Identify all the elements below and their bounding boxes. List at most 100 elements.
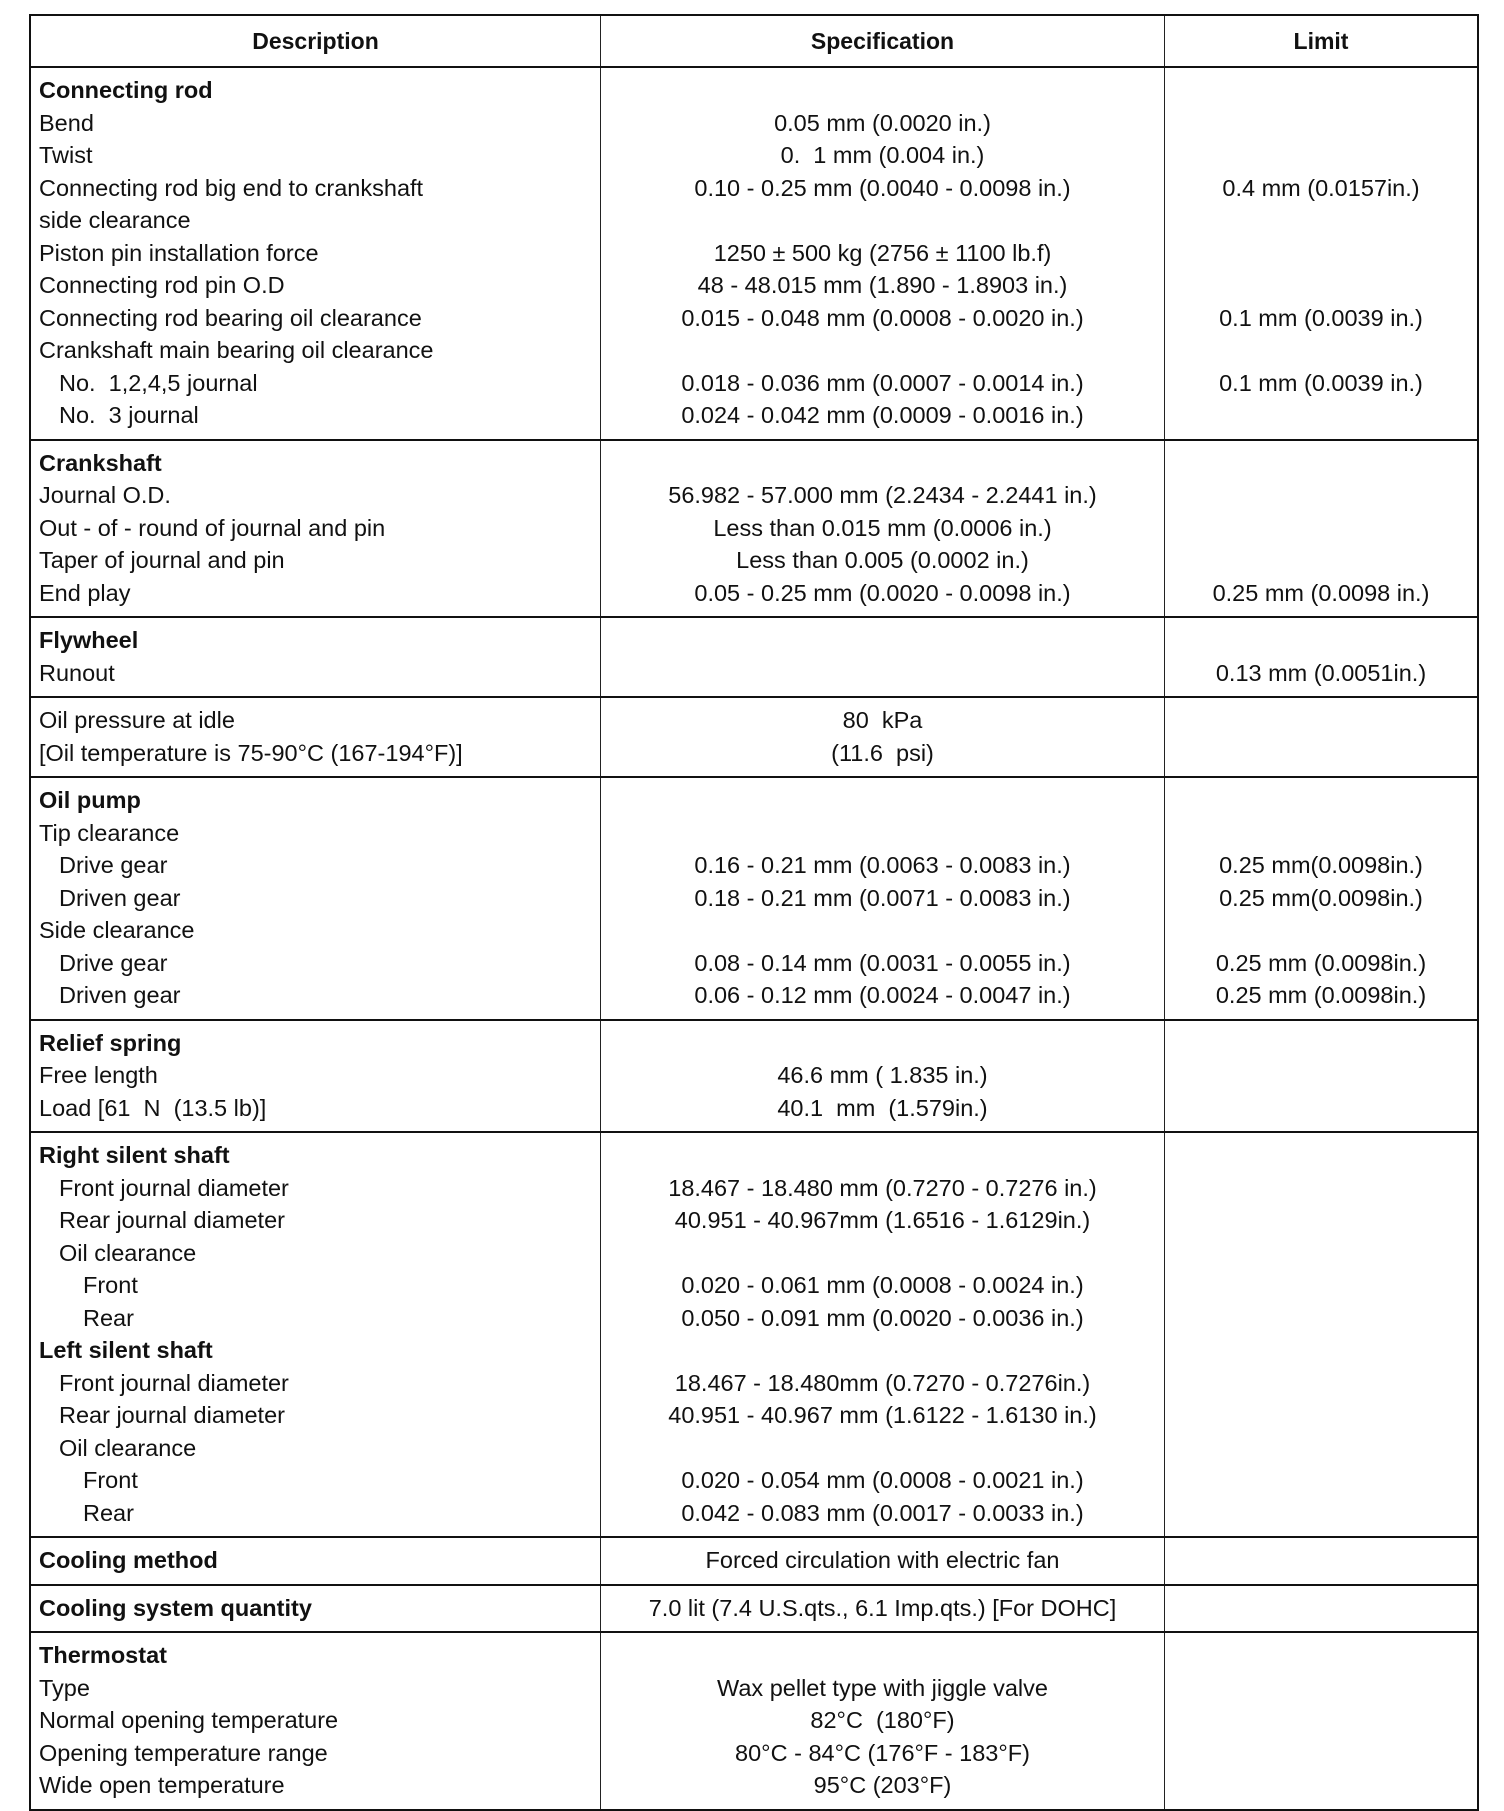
table-section: Relief spring Free length Load [61 N (13.5… [31,1018,1477,1132]
row-description: Cooling system quantity [39,1594,312,1621]
row-specification [601,1334,1164,1367]
limit-column [1165,1538,1477,1584]
row-description: Side clearance [39,917,195,943]
row-description: Thermostat [39,1642,167,1668]
row-specification: 18.467 - 18.480 mm (0.7270 - 0.7276 in.) [668,1174,1097,1201]
row-specification: 0.015 - 0.048 mm (0.0008 - 0.0020 in.) [681,304,1084,331]
row-description: Right silent shaft [39,1142,230,1168]
row-description: Tip clearance [39,819,180,846]
row-limit [1165,74,1477,107]
row-description: No. 1,2,4,5 journal [59,369,258,396]
row-limit [1165,914,1477,947]
row-limit [1165,1367,1477,1400]
row-limit [1165,237,1477,270]
row-specification: 46.6 mm ( 1.835 in.) [777,1062,988,1088]
row-description: Driven gear [59,884,181,911]
description-column: Cooling method [31,1538,601,1584]
row-limit [1165,269,1477,302]
row-specification [601,624,1164,657]
specification-column: 7.0 lit (7.4 U.S.qts., 6.1 Imp.qts.) [Fo… [601,1585,1165,1631]
limit-column [1165,1133,1477,1536]
row-description: Driven gear [59,982,181,1008]
row-limit [1165,1769,1477,1802]
row-limit [1165,1672,1477,1705]
row-specification [601,1139,1164,1172]
row-description: Bend [39,109,94,136]
row-description: Rear journal diameter [59,1402,285,1428]
specification-column: 56.982 - 57.000 mm (2.2434 - 2.2441 in.)… [601,440,1165,616]
table-section: Connecting rod Bend Twist Connecting rod bi… [31,66,1477,439]
row-limit [1165,624,1477,657]
header-specification: Specification [601,16,1165,66]
row-description: [Oil temperature is 75-90°C (167-194°F)] [39,739,463,766]
row-limit [1165,1092,1477,1125]
row-specification: Wax pellet type with jiggle valve [717,1674,1048,1701]
row-description: Rear journal diameter [59,1207,285,1233]
row-limit [1165,107,1477,140]
description-column: Right silent shaft Front journal diameter… [31,1133,601,1536]
row-description: Taper of journal and pin [39,547,285,573]
row-specification: Less than 0.015 mm (0.0006 in.) [713,514,1052,541]
row-specification [601,784,1164,817]
row-description: Connecting rod bearing oil clearance [39,304,422,331]
specification-column: 46.6 mm ( 1.835 in.) 40.1 mm (1.579in.) [601,1020,1165,1131]
table-header: Description Specification Limit [31,16,1477,66]
row-limit: 0.13 mm (0.0051in.) [1215,659,1427,686]
row-description: Piston pin installation force [39,239,319,266]
row-limit [1165,1059,1477,1092]
table-section: Flywheel Runout 0.13 mm (0.0051in.) [31,616,1477,696]
row-limit [1165,399,1477,432]
specification-column: Forced circulation with electric fan [601,1538,1165,1584]
row-specification: 95°C (203°F) [813,1772,952,1798]
row-limit [1165,1269,1477,1302]
row-description: Oil clearance [59,1434,197,1461]
row-limit: 0.25 mm (0.0098in.) [1215,949,1427,976]
row-specification [601,1432,1164,1465]
row-limit [1165,1639,1477,1672]
specification-table: Description Specification Limit Connecti… [29,14,1479,1811]
row-description: Cooling method [39,1547,218,1573]
row-description: Front [83,1272,138,1298]
row-specification [601,74,1164,107]
row-limit: 0.4 mm (0.0157in.) [1222,174,1420,201]
row-specification: 1250 ± 500 kg (2756 ± 1100 lb.f) [713,239,1052,266]
description-column: Crankshaft Journal O.D. Out - of - round o… [31,440,601,616]
row-description: Connecting rod big end to crankshaft [39,174,424,201]
limit-column [1165,1021,1477,1132]
row-limit [1165,784,1477,817]
row-description: Connecting rod pin O.D [39,272,285,298]
row-description: Connecting rod [39,77,213,103]
description-column: Oil pump Tip clearance Drive gear Driven ge… [31,778,601,1019]
row-description: Drive gear [59,852,168,878]
row-specification: 0.05 - 0.25 mm (0.0020 - 0.0098 in.) [694,579,1071,606]
row-limit [1165,1027,1477,1060]
row-limit [1165,1497,1477,1530]
row-limit: 0.1 mm (0.0039 in.) [1219,369,1423,396]
row-specification: 0.18 - 0.21 mm (0.0071 - 0.0083 in.) [694,884,1071,911]
row-limit [1165,1172,1477,1205]
row-specification: 0.10 - 0.25 mm (0.0040 - 0.0098 in.) [694,174,1071,201]
row-description: Wide open temperature [39,1772,285,1798]
row-specification: 0. 1 mm (0.004 in.) [780,142,985,168]
row-specification: 0.020 - 0.061 mm (0.0008 - 0.0024 in.) [681,1272,1084,1298]
table-section: Cooling method Forced circulation with el… [31,1536,1477,1584]
row-limit [1165,1737,1477,1770]
row-specification: Forced circulation with electric fan [705,1547,1060,1573]
row-limit: 0.25 mm(0.0098in.) [1219,884,1423,911]
row-limit [1165,334,1477,367]
description-column: Flywheel Runout [31,618,601,696]
row-limit [1165,1237,1477,1270]
row-description: Free length [39,1062,158,1088]
description-column: Relief spring Free length Load [61 N (13.5… [31,1020,601,1131]
row-description: End play [39,579,131,606]
row-specification: (11.6 psi) [831,739,934,766]
row-description: Oil clearance [59,1239,197,1266]
row-specification: 40.951 - 40.967 mm (1.6122 - 1.6130 in.) [668,1402,1097,1428]
row-limit [1165,1139,1477,1172]
limit-column [1165,698,1477,776]
row-specification: 0.05 mm (0.0020 in.) [774,109,991,136]
row-limit [1165,1334,1477,1367]
row-description: Oil pump [39,787,141,813]
row-specification: 0.024 - 0.042 mm (0.0009 - 0.0016 in.) [681,402,1084,428]
row-specification [601,914,1164,947]
